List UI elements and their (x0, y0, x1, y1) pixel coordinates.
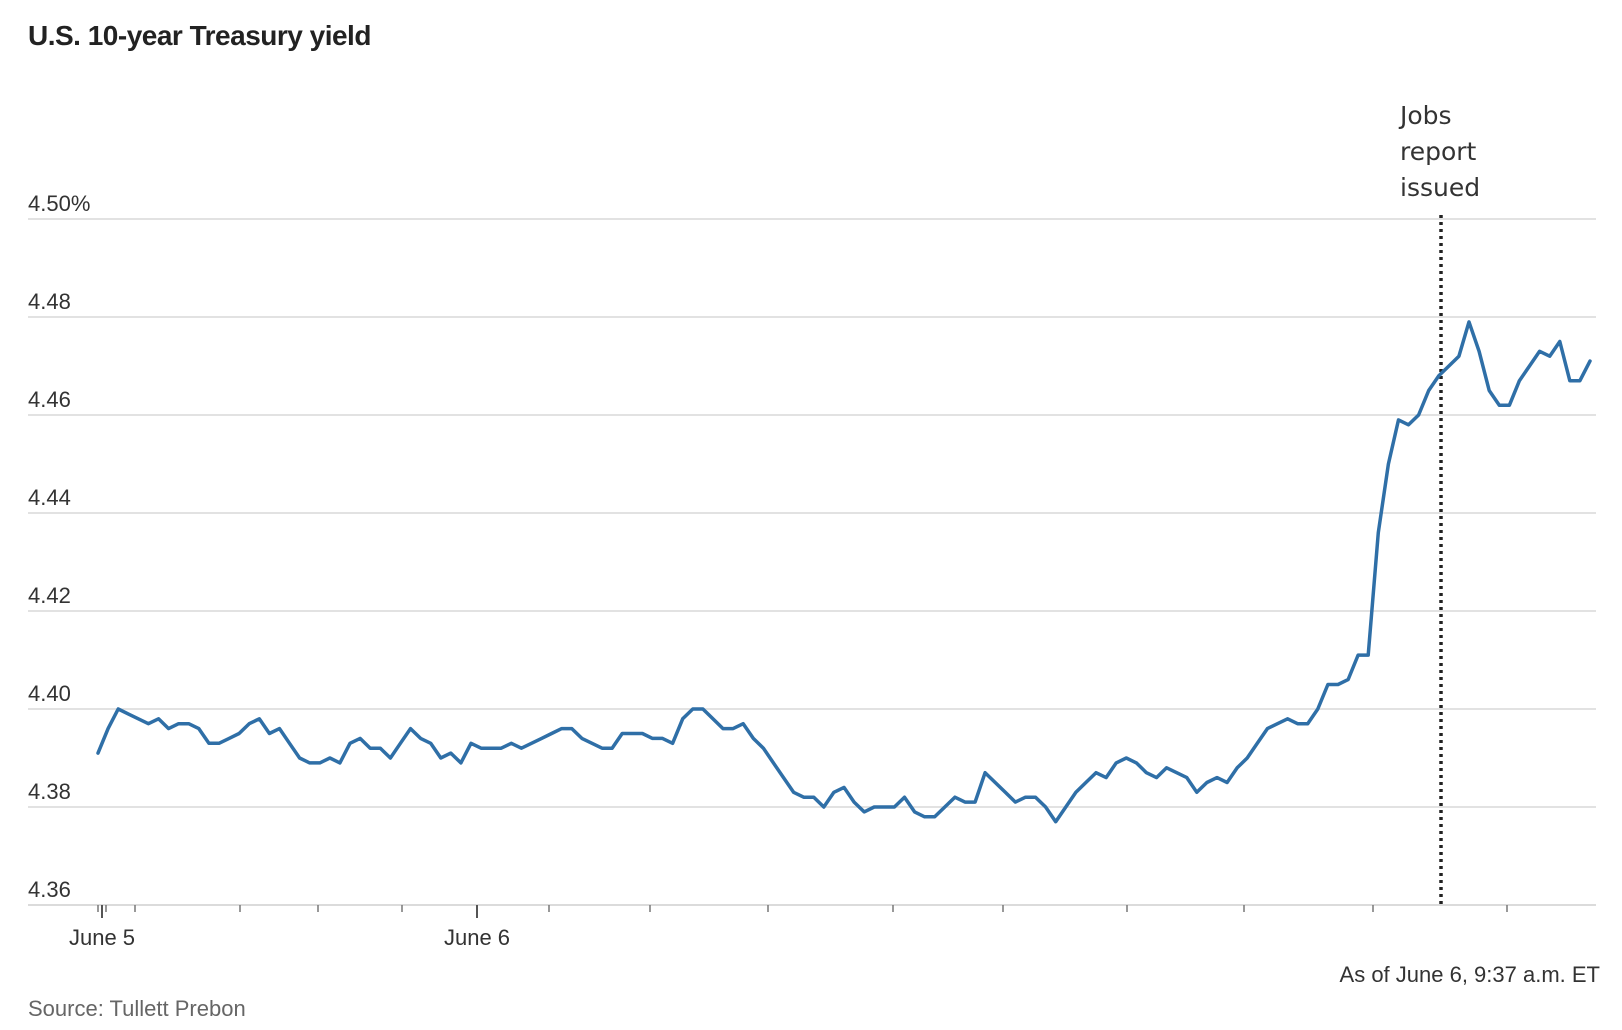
series-line-10yr-yield (96, 320, 1592, 824)
jobs-report-annotation: Jobs report issued (1398, 101, 1480, 202)
x-tick-label: June 6 (444, 925, 510, 950)
y-tick-label: 4.44 (28, 485, 71, 510)
annotation-line: report (1400, 137, 1477, 166)
y-tick-label: 4.48 (28, 289, 71, 314)
y-tick-label: 4.40 (28, 681, 71, 706)
annotation-line: Jobs (1398, 101, 1452, 130)
y-tick-label: 4.36 (28, 877, 71, 902)
annotation-line: issued (1400, 173, 1480, 202)
x-tick-label: June 5 (69, 925, 135, 950)
y-tick-label: 4.50% (28, 191, 90, 216)
as-of-note: As of June 6, 9:37 a.m. ET (1339, 962, 1600, 987)
source-note: Source: Tullett Prebon (28, 996, 246, 1021)
y-tick-label: 4.46 (28, 387, 71, 412)
gridlines (28, 218, 1596, 808)
x-axis: June 5 June 6 (28, 904, 1596, 950)
y-axis-labels: 4.36 4.38 4.40 4.42 4.44 4.46 4.48 4.50% (28, 191, 90, 902)
y-tick-label: 4.38 (28, 779, 71, 804)
chart-title: U.S. 10-year Treasury yield (28, 20, 371, 51)
y-tick-label: 4.42 (28, 583, 71, 608)
